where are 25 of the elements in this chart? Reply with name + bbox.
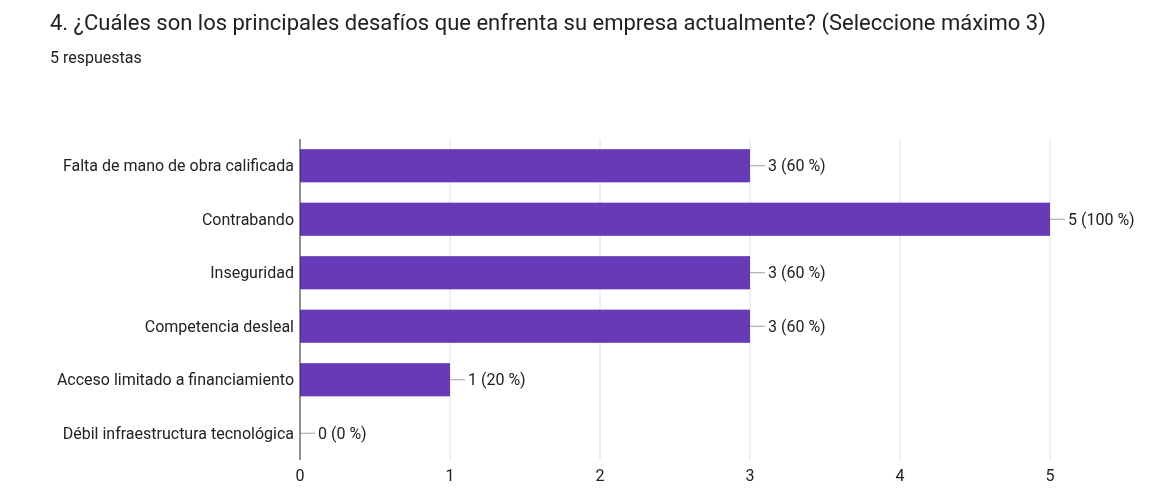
x-tick-label: 0 — [295, 466, 305, 485]
y-tick-label: Contrabando — [201, 209, 294, 229]
data-label: 3 (60 %) — [768, 263, 826, 283]
data-label: 5 (100 %) — [1068, 209, 1135, 229]
text: 5 respuestas — [50, 48, 142, 67]
bar — [300, 256, 750, 290]
bar — [300, 149, 750, 183]
data-label: 1 (20 %) — [468, 370, 526, 390]
x-tick-label: 3 — [745, 466, 755, 485]
x-tick-label: 2 — [595, 466, 605, 485]
chart-title: 4. ¿Cuáles son los principales desafíos que enfrenta su empresa actualmente? (Seleccione máximo 3) — [50, 10, 1046, 36]
x-tick-label: 5 — [1045, 466, 1055, 485]
y-tick-label: Acceso limitado a financiamiento — [56, 370, 294, 390]
y-tick-label: Inseguridad — [210, 263, 294, 283]
bar — [300, 202, 1050, 236]
y-tick-label: Falta de mano de obra calificada — [62, 156, 294, 176]
data-label: 0 (0 %) — [318, 423, 367, 443]
data-label: 3 (60 %) — [768, 156, 826, 176]
y-tick-label: Débil infraestructura tecnológica — [62, 423, 294, 443]
bar — [300, 309, 750, 343]
x-tick-label: 4 — [895, 466, 905, 485]
data-label: 3 (60 %) — [768, 316, 826, 336]
y-tick-label: Competencia desleal — [144, 316, 294, 336]
x-tick-label: 1 — [445, 466, 455, 485]
bar — [300, 363, 450, 397]
